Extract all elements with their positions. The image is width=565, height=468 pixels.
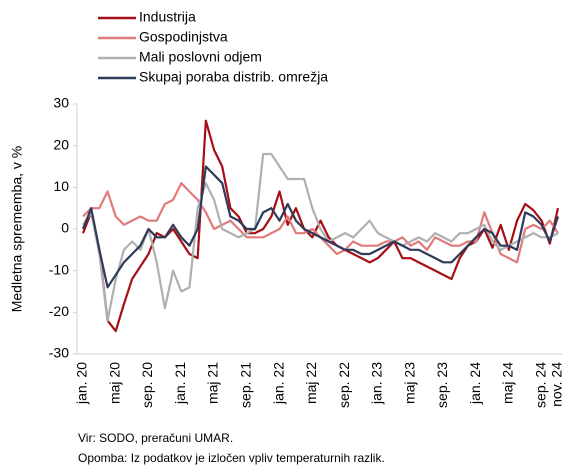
x-tick-label: maj 20: [106, 362, 122, 404]
x-tick-label: maj 23: [401, 362, 417, 404]
x-tick-label: maj 24: [500, 362, 516, 404]
y-tick-label: -20: [49, 303, 69, 319]
legend-label: Industrija: [139, 9, 196, 25]
y-tick-label: -30: [49, 345, 69, 361]
legend-label: Skupaj poraba distrib. omrežja: [139, 69, 328, 85]
x-tick-label: jan. 22: [270, 362, 286, 405]
series-line: [82, 152, 559, 322]
source: Vir: SODO, preračuni UMAR.: [78, 431, 233, 445]
x-tick-label: jan. 21: [172, 362, 188, 405]
x-tick-label: jan. 24: [467, 362, 483, 405]
series-line: [81, 165, 560, 289]
y-tick-label: -10: [49, 261, 69, 277]
x-tick-label: maj 21: [205, 362, 221, 404]
x-tick-label: nov. 24: [549, 362, 565, 407]
series-line: [81, 119, 560, 333]
y-tick-label: 30: [53, 95, 69, 111]
y-axis-label: Medletna sprememba, v %: [9, 146, 25, 313]
x-tick-label: sep. 22: [336, 362, 352, 408]
x-tick-label: jan. 23: [369, 362, 385, 405]
y-tick-label: 20: [53, 136, 69, 152]
x-tick-label: maj 22: [303, 362, 319, 404]
x-tick-label: jan. 20: [74, 362, 90, 405]
x-tick-label: sep. 20: [139, 362, 155, 408]
x-tick-label: sep. 21: [237, 362, 253, 408]
y-tick-label: 0: [61, 220, 69, 236]
legend-label: Gospodinjstva: [139, 29, 228, 45]
x-tick-label: sep. 24: [532, 362, 548, 408]
note: Opomba: Iz podatkov je izločen vpliv tem…: [78, 451, 385, 465]
y-tick-label: 10: [53, 178, 69, 194]
x-tick-label: sep. 23: [434, 362, 450, 408]
legend-label: Mali poslovni odjem: [139, 49, 262, 65]
